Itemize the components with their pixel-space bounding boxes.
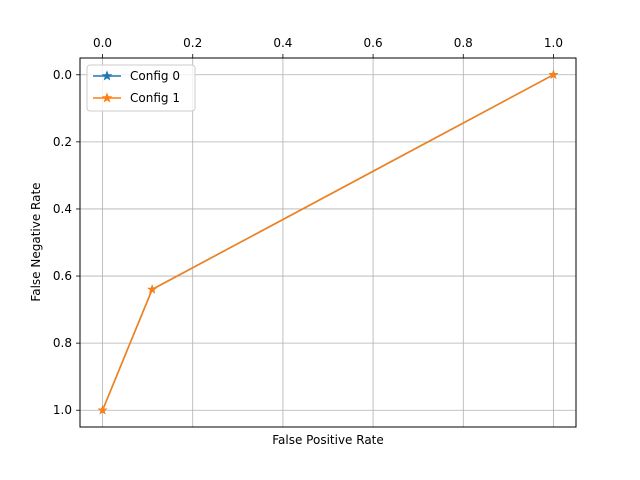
legend-label-config-1: Config 1 [130,91,180,105]
y-tick-label: 0.8 [53,336,72,350]
data-point-config-1 [97,405,108,415]
y-tick-label: 0.6 [53,269,72,283]
y-tick-label: 1.0 [53,403,72,417]
series-group [97,69,559,415]
axis-ticks: 0.0 0.2 0.4 0.6 0.8 1.0 0.0 0.2 0.4 0.6 0.8 1.0 [53,36,563,417]
legend-marker-config-0 [101,70,113,81]
y-tick-label: 0.4 [53,202,72,216]
legend-marker-config-1 [101,92,113,103]
y-tick-label: 0.0 [53,68,72,82]
x-tick-label: 1.0 [544,36,563,50]
x-tick-label: 0.0 [93,36,112,50]
y-axis-label: False Negative Rate [29,182,43,301]
y-tick-label: 0.2 [53,135,72,149]
grid [80,58,576,427]
legend: Config 0 Config 1 [86,64,196,112]
legend-entry-config-0: Config 0 [93,69,180,83]
legend-entry-config-1: Config 1 [93,91,180,105]
x-tick-label: 0.2 [183,36,202,50]
x-axis-label: False Positive Rate [272,433,384,447]
data-point-config-1 [147,284,157,294]
x-tick-label: 0.6 [364,36,383,50]
legend-label-config-0: Config 0 [130,69,180,83]
x-tick-label: 0.4 [273,36,292,50]
x-tick-label: 0.8 [454,36,473,50]
plot-frame [79,57,577,428]
data-point-config-1 [548,69,559,79]
